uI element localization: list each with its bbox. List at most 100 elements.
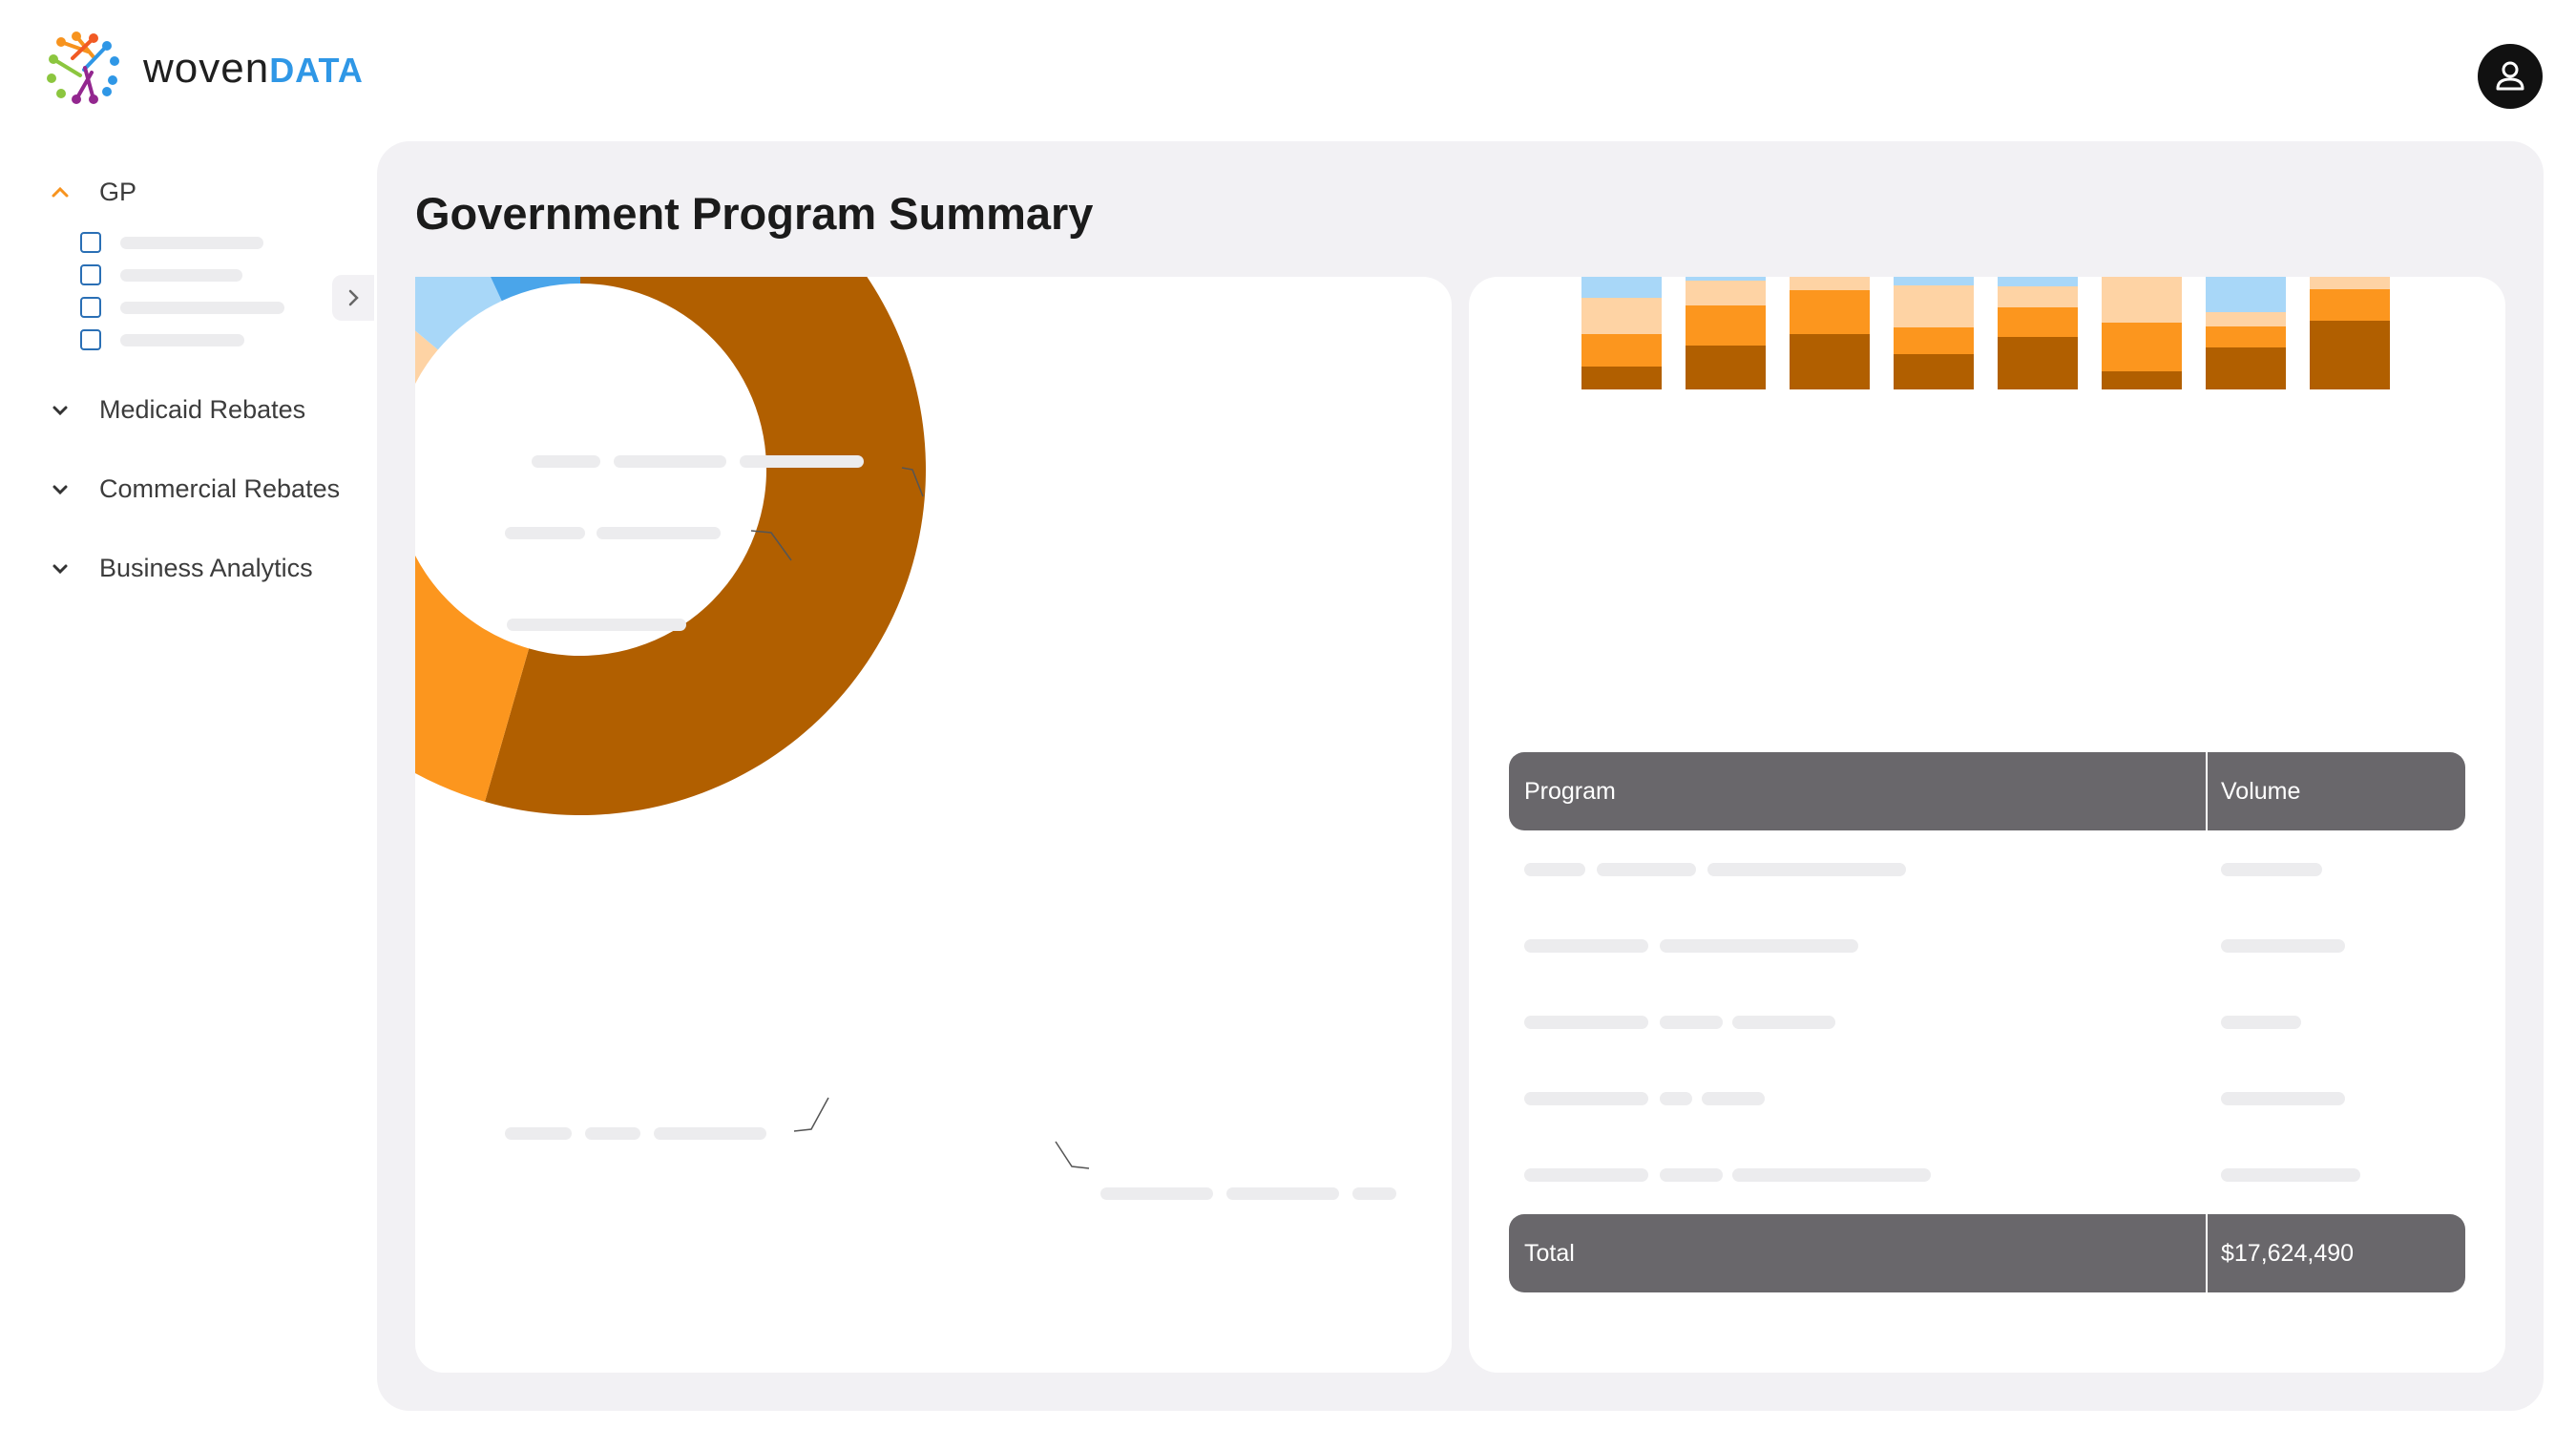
bar-segment [2206,326,2286,347]
table-row[interactable] [1524,863,2450,878]
column-header-volume[interactable]: Volume [2221,778,2301,805]
total-value: $17,624,490 [2221,1240,2355,1267]
logo-dot [110,56,119,66]
woven-data-logo[interactable]: wovenDATA [44,29,364,109]
bar-segment [1894,277,1974,285]
bar-segment [2310,321,2390,389]
logo-dot [47,74,56,83]
checkbox[interactable] [80,297,101,318]
callout-label [505,1127,572,1140]
placeholder-text [2221,939,2345,953]
table-row[interactable] [1524,939,2450,955]
placeholder-text [1597,863,1696,876]
placeholder-text [1524,1168,1648,1182]
sidebar-subitem[interactable] [80,329,244,350]
placeholder-text [1660,1168,1723,1182]
checkbox[interactable] [80,329,101,350]
placeholder-text [1732,1016,1835,1029]
chevron-down-icon [52,406,68,415]
column-divider [2206,752,2208,830]
sidebar-collapse-button[interactable] [332,275,374,321]
callout-label [1352,1187,1396,1200]
bar-segment [1686,305,1766,346]
bar-segment [1581,298,1662,334]
table-row[interactable] [1524,1168,2450,1184]
placeholder-text [1660,939,1858,953]
bar-segment [1581,367,1662,389]
placeholder-text [120,236,263,249]
bar-segment [2102,323,2182,371]
sidebar-item-label: GP [99,178,137,206]
page-title: Government Program Summary [415,188,1094,239]
callout-label [740,455,864,468]
chevron-down-icon [52,485,68,494]
placeholder-text [1524,939,1648,953]
sidebar-item-gp[interactable]: GP [50,178,136,207]
bar-segment [1790,277,1870,290]
bar-segment [2310,289,2390,321]
placeholder-text [2221,1168,2360,1182]
callout-line [793,1097,829,1132]
bar-segment [1790,290,1870,334]
placeholder-text [1524,1016,1648,1029]
chevron-down-icon [52,564,68,574]
bar-segment [1998,286,2078,307]
logo-dot [49,54,58,64]
table-row[interactable] [1524,1092,2450,1107]
sidebar-item-commercial-rebates[interactable]: Commercial Rebates [50,474,340,504]
callout-label [597,527,721,539]
donut-slice [316,156,502,350]
main-panel: Government Program Summary [235,124,2544,1411]
callout-label [507,619,686,631]
logo-dot [108,75,117,85]
callout-label [1100,1187,1213,1200]
bar-segment [1686,346,1766,389]
bar-segment [1894,285,1974,327]
bar-segment [1998,337,2078,389]
logo-dot [56,37,66,47]
stacked-bar-chart [1581,277,2390,389]
callout-line [901,467,924,497]
donut-chart [235,124,1396,1200]
logo-stroke [71,36,95,60]
sidebar-item-label: Business Analytics [99,554,313,582]
checkbox[interactable] [80,264,101,285]
sidebar-item-label: Commercial Rebates [99,474,341,503]
logo-dot [89,33,98,43]
bar-segment [1581,334,1662,367]
logo-stroke [52,57,82,77]
bar-segment [2310,277,2390,289]
logo-stroke [82,44,109,72]
placeholder-text [1702,1092,1765,1105]
callout-label [532,455,600,468]
bar-segment [2206,347,2286,389]
sidebar-subitem[interactable] [80,232,263,253]
brand-name: wovenDATA [143,48,364,90]
bar-segment [2102,371,2182,389]
user-profile-button[interactable] [2478,44,2543,109]
logo-stroke [83,66,95,101]
logo-dot [102,87,112,96]
callout-label [614,455,726,468]
bar-segment [1790,334,1870,389]
callout-line [750,530,792,561]
column-header-program[interactable]: Program [1524,778,1616,805]
logo-dot [89,94,98,104]
sidebar-subitem[interactable] [80,264,242,285]
callout-label [654,1127,766,1140]
sidebar-item-business-analytics[interactable]: Business Analytics [50,554,313,583]
sidebar-item-label: Medicaid Rebates [99,395,306,424]
callout-line [1055,1141,1090,1169]
sidebar-item-medicaid-rebates[interactable]: Medicaid Rebates [50,395,305,425]
donut-chart-card [235,124,1452,1373]
user-icon [2496,61,2524,91]
placeholder-text [2221,1016,2301,1029]
sidebar-subitem[interactable] [80,297,284,318]
table-footer-total: Total $17,624,490 [1509,1214,2465,1292]
placeholder-text [2221,1092,2345,1105]
checkbox[interactable] [80,232,101,253]
placeholder-text [1524,863,1585,876]
bar-segment [1686,277,1766,281]
table-row[interactable] [1524,1016,2450,1031]
brand-name-woven: woven [143,45,270,92]
